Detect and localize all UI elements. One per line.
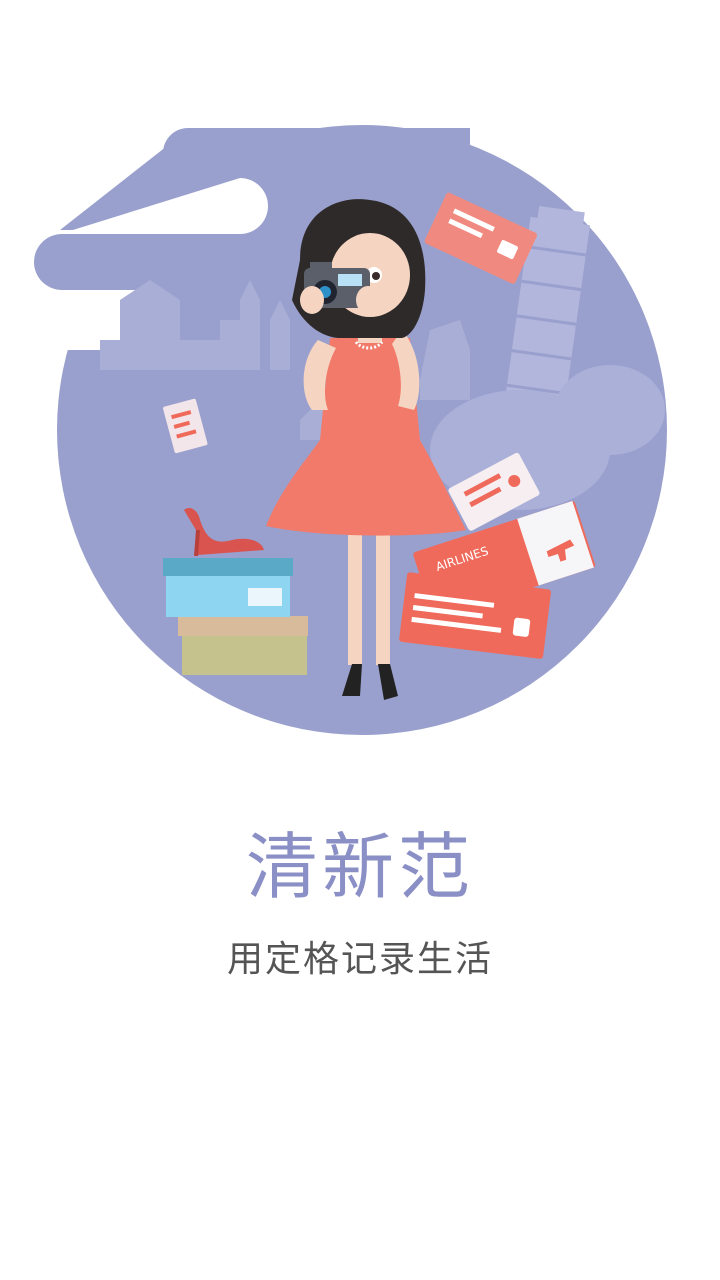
shoe-box-stack xyxy=(163,558,308,675)
woman-figure xyxy=(266,199,466,700)
ticket-front xyxy=(399,572,551,659)
floating-ticket-top xyxy=(424,192,538,284)
onboarding-title: 清新范 xyxy=(245,825,474,909)
dress xyxy=(266,338,466,536)
onboarding-subtitle: 用定格记录生活 xyxy=(226,939,493,980)
cloud-strip-top xyxy=(163,128,460,178)
cloud-shape xyxy=(30,128,470,350)
heel-spike xyxy=(194,529,200,557)
high-heel-shoe xyxy=(184,508,264,555)
soft-cloud xyxy=(555,365,665,455)
leaning-tower xyxy=(502,205,591,424)
travel-photographer-illustration: AIRLINES xyxy=(30,125,667,735)
floating-ticket-right xyxy=(448,452,540,531)
cloud-strip-right-notch xyxy=(60,178,268,234)
cloud-strip-mid xyxy=(34,234,360,290)
floating-ticket-small xyxy=(163,398,208,454)
